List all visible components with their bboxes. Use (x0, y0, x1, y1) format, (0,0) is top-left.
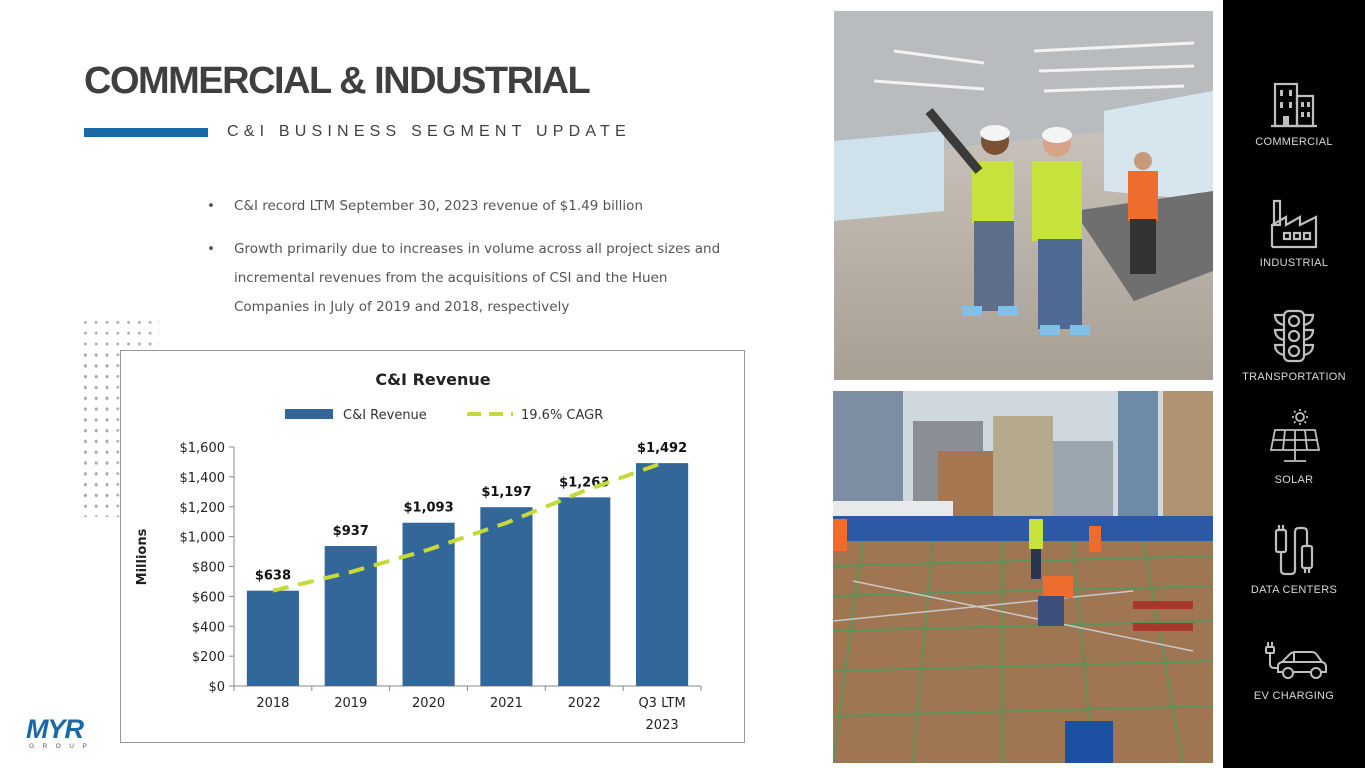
y-tick-label: $200 (192, 650, 225, 665)
y-tick-label: $800 (192, 561, 225, 576)
bar-data-label: $1,492 (637, 441, 687, 456)
x-tick-label: 2021 (490, 696, 523, 711)
decorative-dot-grid (80, 350, 110, 515)
page-subtitle: C&I BUSINESS SEGMENT UPDATE (227, 123, 631, 140)
y-tick-label: $1,600 (180, 441, 226, 456)
logo-wordmark: MYR (26, 714, 85, 744)
bar-data-label: $937 (333, 524, 369, 539)
bullet-item: C&I record LTM September 30, 2023 revenu… (205, 192, 745, 221)
y-tick-label: $1,200 (180, 501, 226, 516)
sidebar-item-data-centers: DATA CENTERS (1223, 524, 1365, 596)
y-tick-label: $1,000 (180, 531, 226, 546)
x-tick-label: 2022 (568, 696, 601, 711)
solar-panel-icon (1269, 409, 1321, 462)
bullet-list: C&I record LTM September 30, 2023 revenu… (205, 192, 745, 336)
revenue-bar (324, 546, 377, 686)
revenue-bar (480, 507, 533, 686)
sidebar-item-label: DATA CENTERS (1250, 584, 1338, 596)
legend-bar-swatch (285, 409, 333, 419)
sidebar-item-industrial: INDUSTRIAL (1223, 197, 1365, 269)
market-sidebar: COMMERCIAL INDUSTRIAL TRANSPORTATION (1223, 0, 1365, 768)
x-tick-label: 2018 (256, 696, 289, 711)
factory-icon (1270, 199, 1318, 249)
y-tick-label: $0 (208, 680, 225, 695)
revenue-bar (636, 463, 689, 686)
sidebar-item-label: SOLAR (1274, 474, 1314, 486)
x-tick-label: 2019 (334, 696, 367, 711)
logo-subtext: GROUP (29, 743, 95, 750)
sidebar-item-commercial: COMMERCIAL (1223, 78, 1365, 148)
revenue-chart: C&I Revenue C&I Revenue 19.6% CAGR Milli… (120, 350, 745, 743)
y-tick-label: $1,400 (180, 471, 226, 486)
bar-data-label: $638 (255, 569, 291, 584)
legend-label-bar: C&I Revenue (343, 408, 427, 423)
sidebar-item-ev-charging: EV CHARGING (1223, 640, 1365, 702)
page-title: COMMERCIAL & INDUSTRIAL (84, 60, 591, 102)
sidebar-item-solar: SOLAR (1223, 408, 1365, 486)
title-accent-bar (84, 128, 208, 137)
traffic-light-icon (1273, 309, 1315, 363)
cable-plug-icon (1274, 525, 1314, 576)
building-icon (1271, 82, 1317, 128)
sidebar-item-label: COMMERCIAL (1255, 136, 1333, 148)
chart-svg: C&I Revenue C&I Revenue 19.6% CAGR Milli… (135, 370, 702, 733)
revenue-bar (558, 497, 611, 686)
bar-data-label: $1,093 (403, 501, 453, 516)
y-tick-label: $600 (192, 590, 225, 605)
legend-label-line: 19.6% CAGR (521, 408, 603, 423)
sidebar-item-label: TRANSPORTATION (1242, 371, 1346, 383)
ev-car-icon (1265, 642, 1327, 679)
y-tick-label: $400 (192, 620, 225, 635)
chart-title: C&I Revenue (375, 370, 490, 389)
revenue-bar (402, 522, 455, 686)
rebar-deck-construction-photo (833, 391, 1213, 763)
chart-legend: C&I Revenue 19.6% CAGR (285, 408, 603, 423)
plot-area: $0 $200 $400 $600 $800 $1,000 $1,200 $1,400 $1,6… (180, 441, 702, 733)
x-tick-label: 2020 (412, 696, 445, 711)
bar-data-label: $1,197 (481, 485, 531, 500)
sidebar-item-label: EV CHARGING (1253, 690, 1335, 702)
bullet-item: Growth primarily due to increases in vol… (205, 235, 745, 322)
x-tick-label: Q3 LTM 2023 (638, 696, 685, 733)
company-logo: MYR GROUP (26, 714, 96, 755)
y-axis-label: Millions (135, 528, 150, 585)
sidebar-item-transportation: TRANSPORTATION (1223, 309, 1365, 383)
concourse-workers-photo (834, 11, 1213, 380)
revenue-bar (246, 590, 299, 686)
sidebar-item-label: INDUSTRIAL (1259, 257, 1329, 269)
cagr-trend-line (272, 461, 663, 593)
